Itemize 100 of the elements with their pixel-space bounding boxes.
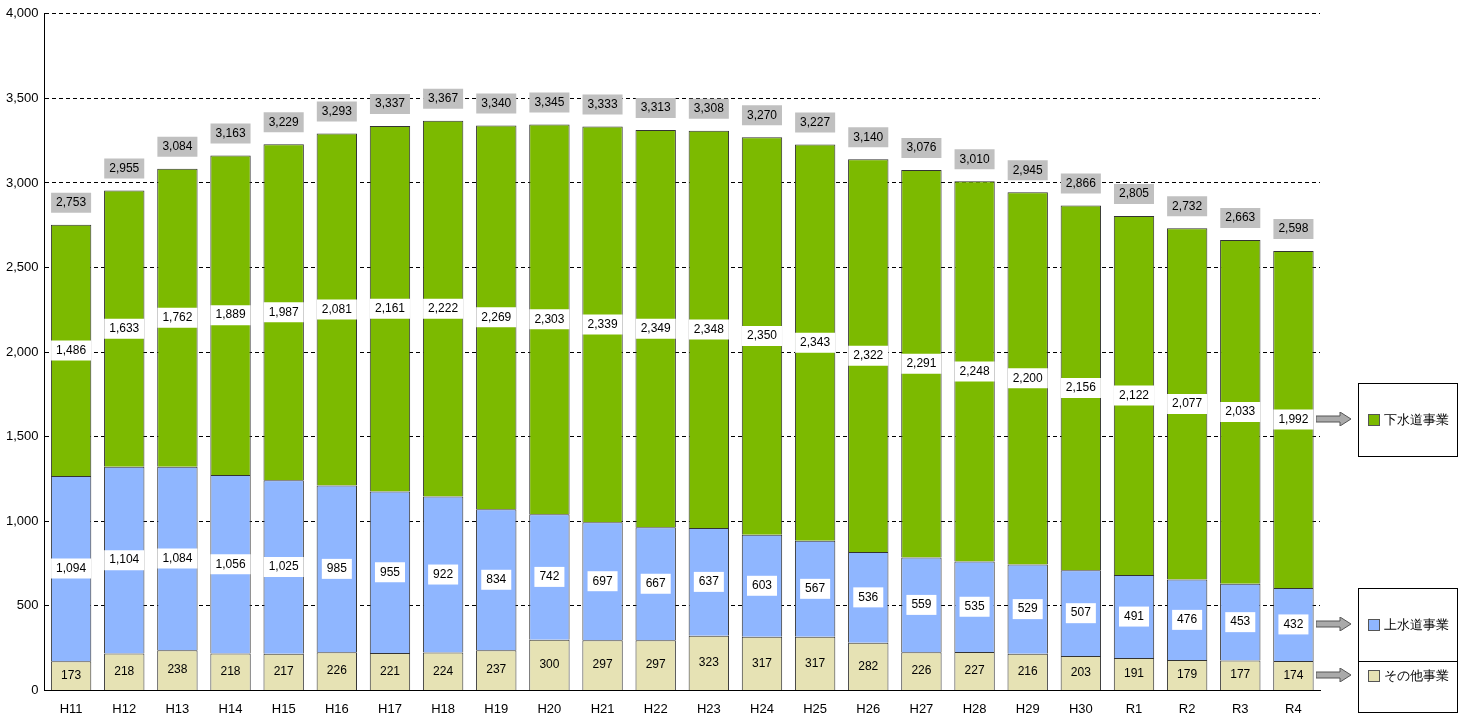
total-label: 3,308 bbox=[693, 101, 725, 116]
data-label: 432 bbox=[1283, 616, 1304, 631]
legend-label: 上水道事業 bbox=[1383, 616, 1449, 635]
x-tick-label: H11 bbox=[59, 700, 83, 716]
x-tick-label: H17 bbox=[378, 700, 402, 716]
x-tick-label: R4 bbox=[1285, 700, 1302, 716]
total-label: 3,340 bbox=[481, 95, 512, 110]
data-label: 238 bbox=[167, 662, 188, 677]
total-label: 2,663 bbox=[1225, 210, 1256, 225]
data-label: 227 bbox=[964, 663, 985, 678]
x-tick-label: H30 bbox=[1068, 700, 1093, 716]
data-label: 300 bbox=[539, 657, 560, 672]
legend-label: その他事業 bbox=[1383, 667, 1449, 686]
data-label: 2,291 bbox=[906, 356, 937, 371]
data-label: 491 bbox=[1123, 608, 1145, 623]
data-label: 237 bbox=[486, 662, 507, 677]
x-tick-label: H20 bbox=[537, 700, 562, 716]
data-label: 2,269 bbox=[481, 309, 512, 324]
total-label: 3,333 bbox=[587, 96, 618, 111]
data-label: 1,104 bbox=[109, 552, 140, 567]
data-label: 297 bbox=[645, 657, 667, 672]
data-label: 1,992 bbox=[1278, 411, 1309, 426]
data-label: 2,303 bbox=[534, 311, 565, 326]
data-label: 535 bbox=[964, 599, 985, 614]
x-tick-label: H14 bbox=[218, 700, 243, 716]
y-tick-label: 0 bbox=[31, 681, 39, 697]
total-label: 3,084 bbox=[162, 139, 193, 154]
data-label: 1,889 bbox=[215, 307, 246, 322]
data-label: 529 bbox=[1017, 601, 1039, 616]
data-label: 1,056 bbox=[215, 556, 246, 571]
data-label: 317 bbox=[751, 655, 773, 670]
total-label: 3,345 bbox=[534, 94, 565, 109]
x-tick-label: H26 bbox=[856, 700, 881, 716]
data-label: 742 bbox=[539, 569, 560, 584]
data-label: 216 bbox=[1017, 664, 1039, 679]
data-label: 2,350 bbox=[746, 328, 778, 343]
data-label: 985 bbox=[326, 561, 348, 576]
data-label: 297 bbox=[592, 657, 613, 672]
data-label: 507 bbox=[1070, 605, 1092, 620]
total-label: 3,313 bbox=[640, 100, 672, 115]
x-tick-label: R2 bbox=[1178, 700, 1196, 716]
data-label: 559 bbox=[911, 597, 932, 612]
x-tick-label: H12 bbox=[112, 700, 137, 716]
y-tick-label: 2,500 bbox=[5, 259, 39, 275]
x-tick-label: R1 bbox=[1125, 700, 1143, 716]
data-label: 1,762 bbox=[162, 310, 193, 325]
data-label: 667 bbox=[645, 576, 667, 591]
data-label: 173 bbox=[61, 667, 82, 682]
data-label: 2,339 bbox=[587, 316, 618, 331]
x-tick-label: H28 bbox=[962, 700, 987, 716]
data-label: 2,322 bbox=[853, 347, 884, 362]
data-label: 1,486 bbox=[56, 342, 87, 357]
data-label: 955 bbox=[379, 564, 401, 579]
data-label: 2,161 bbox=[374, 301, 406, 316]
data-label: 317 bbox=[805, 655, 826, 670]
total-label: 2,598 bbox=[1278, 221, 1309, 236]
x-tick-label: H15 bbox=[271, 700, 296, 716]
data-label: 1,987 bbox=[268, 304, 300, 319]
total-label: 3,227 bbox=[800, 114, 831, 129]
x-tick-label: H19 bbox=[484, 700, 509, 716]
data-label: 637 bbox=[698, 574, 720, 589]
x-tick-label: H21 bbox=[590, 700, 615, 716]
y-tick-label: 500 bbox=[16, 597, 39, 613]
data-label: 2,077 bbox=[1172, 396, 1203, 411]
data-label: 191 bbox=[1123, 666, 1145, 681]
data-label: 2,222 bbox=[428, 300, 459, 315]
data-label: 282 bbox=[858, 658, 879, 673]
data-label: 1,025 bbox=[268, 559, 300, 574]
total-label: 2,805 bbox=[1118, 186, 1150, 201]
data-label: 453 bbox=[1230, 614, 1251, 629]
data-label: 218 bbox=[220, 664, 241, 679]
total-label: 3,293 bbox=[321, 103, 353, 118]
total-label: 3,229 bbox=[268, 114, 300, 129]
x-tick-label: H23 bbox=[696, 700, 721, 716]
data-label: 2,349 bbox=[640, 320, 672, 335]
total-label: 2,753 bbox=[56, 195, 87, 210]
x-tick-label: H29 bbox=[1015, 700, 1040, 716]
total-label: 3,337 bbox=[374, 96, 406, 111]
data-label: 179 bbox=[1177, 667, 1198, 682]
data-label: 2,200 bbox=[1012, 370, 1044, 385]
y-tick-label: 2,000 bbox=[5, 343, 39, 359]
data-label: 1,084 bbox=[162, 550, 193, 565]
data-label: 1,633 bbox=[109, 320, 140, 335]
data-label: 323 bbox=[698, 655, 720, 670]
data-label: 834 bbox=[486, 572, 507, 587]
data-label: 203 bbox=[1070, 665, 1092, 680]
data-label: 217 bbox=[273, 664, 295, 679]
data-label: 2,343 bbox=[800, 335, 831, 350]
total-label: 3,076 bbox=[906, 140, 937, 155]
data-label: 2,348 bbox=[693, 321, 725, 336]
data-label: 224 bbox=[433, 663, 454, 678]
data-label: 218 bbox=[114, 664, 135, 679]
total-label: 2,866 bbox=[1065, 175, 1097, 190]
total-label: 3,270 bbox=[746, 107, 778, 122]
x-tick-label: H25 bbox=[803, 700, 828, 716]
data-label: 2,156 bbox=[1065, 380, 1097, 395]
data-label: 2,033 bbox=[1225, 404, 1256, 419]
data-label: 603 bbox=[751, 578, 773, 593]
data-label: 226 bbox=[326, 663, 348, 678]
total-label: 3,367 bbox=[428, 91, 459, 106]
